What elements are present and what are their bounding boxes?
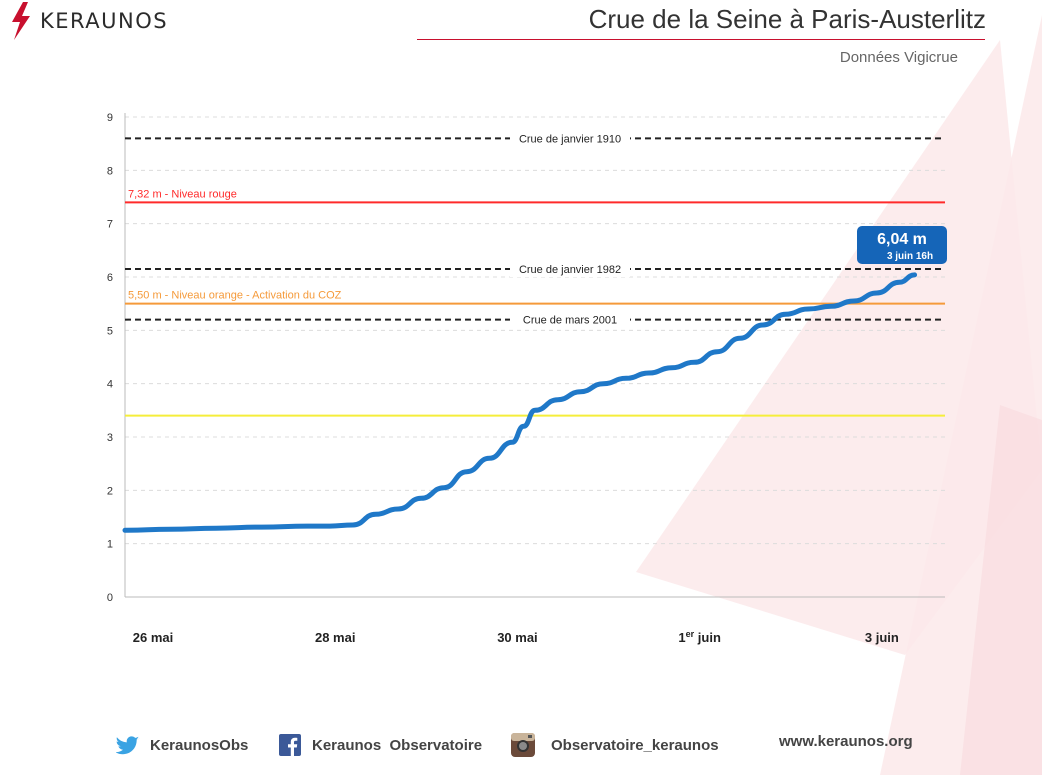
y-tick-label: 7 [107, 219, 113, 231]
brand-name: KERAUNOS [40, 9, 169, 33]
alert-level-label: 5,50 m - Niveau orange - Activation du C… [128, 290, 342, 302]
y-tick-label: 1 [107, 539, 113, 551]
data-point [579, 390, 583, 394]
data-point [169, 527, 173, 531]
data-point [465, 470, 469, 474]
x-tick-label: 26 mai [133, 630, 173, 645]
lightning-icon [12, 2, 30, 40]
y-tick-label: 6 [107, 272, 113, 284]
y-tick-label: 4 [107, 379, 113, 391]
data-point [913, 273, 917, 277]
instagram-link[interactable]: Observatoire_keraunos [511, 733, 719, 757]
data-point [556, 398, 560, 402]
data-point [601, 382, 605, 386]
facebook-icon [278, 733, 302, 757]
data-point [784, 312, 788, 316]
facebook-label: Keraunos Observatoire [312, 736, 483, 754]
twitter-label: KeraunosObs [150, 736, 249, 754]
y-tick-label: 0 [107, 592, 113, 604]
brand-logo: KERAUNOS [8, 2, 168, 40]
facebook-link[interactable]: Keraunos Observatoire [278, 733, 482, 757]
data-point [123, 528, 127, 532]
data-point [442, 486, 446, 490]
value-callout [857, 226, 947, 264]
y-tick-label: 2 [107, 485, 113, 497]
data-point [351, 523, 355, 527]
data-point [624, 376, 628, 380]
title-divider [417, 39, 985, 40]
reference-label-bg [510, 261, 630, 277]
x-tick-label: 1er juin [678, 629, 721, 645]
data-point [396, 507, 400, 511]
website-link[interactable]: www.keraunos.org [779, 733, 913, 750]
data-point [670, 366, 674, 370]
reference-line-label: Crue de janvier 1982 [519, 264, 621, 276]
instagram-icon [511, 733, 535, 757]
social-footer: KeraunosObs Keraunos Observatoire Observ… [0, 733, 1042, 763]
data-point [829, 304, 833, 308]
data-point [260, 525, 264, 529]
y-tick-label: 3 [107, 432, 113, 444]
y-tick-label: 5 [107, 325, 113, 337]
data-point [419, 496, 423, 500]
twitter-icon [116, 733, 140, 757]
alert-level-label: 7,32 m - Niveau rouge [128, 188, 237, 200]
data-point [875, 291, 879, 295]
callout-timestamp: 3 juin 16h [887, 251, 933, 262]
callout-value: 6,04 m [877, 231, 927, 248]
y-tick-label: 8 [107, 165, 113, 177]
data-point [510, 440, 514, 444]
data-point [738, 336, 742, 340]
data-point [533, 408, 537, 412]
twitter-link[interactable]: KeraunosObs [116, 733, 248, 757]
data-point [328, 524, 332, 528]
data-point [214, 526, 218, 530]
data-point [647, 371, 651, 375]
x-tick-label: 3 juin [865, 630, 899, 645]
reference-line-label: Crue de janvier 1910 [519, 133, 621, 145]
reference-label-bg [510, 311, 630, 328]
instagram-label: Observatoire_keraunos [551, 736, 719, 754]
data-point [692, 360, 696, 364]
reference-label-bg [510, 130, 630, 147]
page-title: Crue de la Seine à Paris-Austerlitz [588, 4, 986, 34]
page-subtitle: Données Vigicrue [839, 49, 958, 66]
data-point [761, 323, 765, 327]
reference-line-label: Crue de mars 2001 [523, 315, 617, 327]
website-label: www.keraunos.org [779, 733, 913, 750]
data-point [305, 524, 309, 528]
data-point [522, 424, 526, 428]
data-point [806, 307, 810, 311]
y-tick-label: 9 [107, 112, 113, 124]
data-point [715, 350, 719, 354]
x-tick-label: 30 mai [497, 630, 537, 645]
data-point [374, 512, 378, 516]
data-point [852, 299, 856, 303]
data-point [487, 456, 491, 460]
x-tick-label: 28 mai [315, 630, 355, 645]
data-point [897, 280, 901, 284]
